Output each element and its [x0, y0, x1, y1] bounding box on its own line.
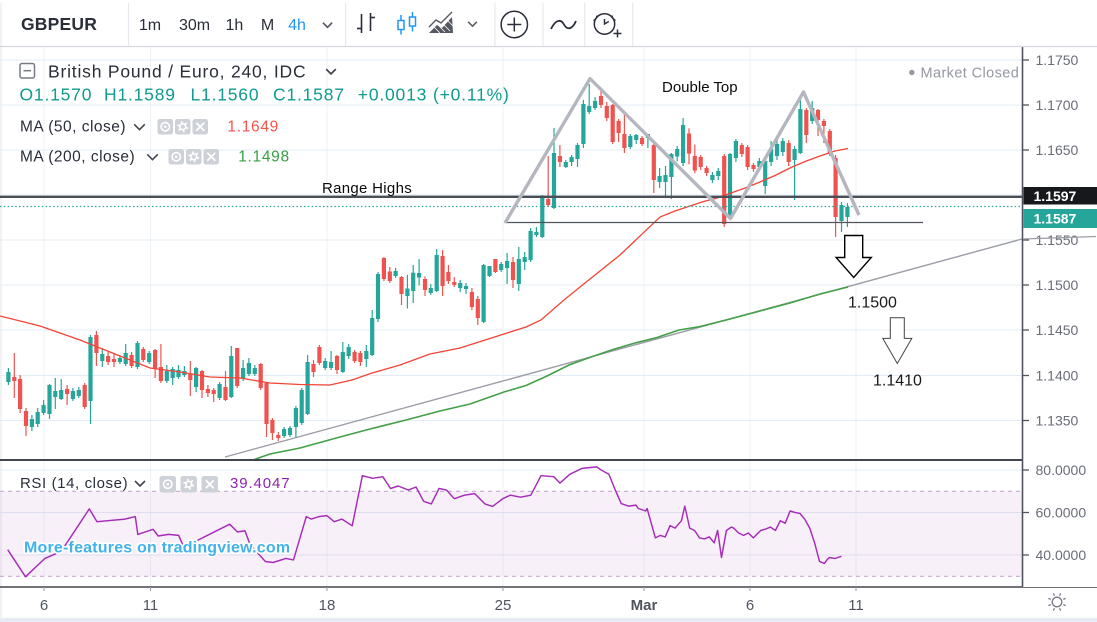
- svg-text:1.1400: 1.1400: [1036, 368, 1079, 384]
- svg-text:4h: 4h: [288, 17, 306, 34]
- svg-text:6: 6: [746, 597, 754, 614]
- svg-text:C1.1587: C1.1587: [273, 85, 345, 105]
- svg-text:1.1649: 1.1649: [227, 119, 279, 136]
- svg-text:1.1410: 1.1410: [873, 373, 922, 390]
- svg-text:39.4047: 39.4047: [230, 475, 291, 492]
- svg-text:British Pound / Euro, 240, IDC: British Pound / Euro, 240, IDC: [48, 62, 306, 82]
- svg-text:60.0000: 60.0000: [1036, 505, 1087, 521]
- svg-text:25: 25: [495, 597, 512, 614]
- svg-text:Range Highs: Range Highs: [322, 180, 412, 197]
- svg-text:1.1587: 1.1587: [1034, 211, 1077, 227]
- svg-text:1.1500: 1.1500: [848, 295, 897, 312]
- svg-text:MA (50, close): MA (50, close): [20, 119, 126, 136]
- svg-text:RSI (14, close): RSI (14, close): [20, 475, 128, 492]
- svg-text:More-features on tradingview.c: More-features on tradingview.com: [24, 540, 290, 557]
- svg-text:1.1350: 1.1350: [1036, 413, 1079, 429]
- svg-text:H1.1589: H1.1589: [104, 85, 176, 105]
- svg-text:1.1450: 1.1450: [1036, 322, 1079, 338]
- svg-text:GBPEUR: GBPEUR: [21, 14, 97, 34]
- svg-text:1.1650: 1.1650: [1036, 142, 1079, 158]
- svg-text:M: M: [261, 17, 274, 34]
- svg-text:1m: 1m: [139, 17, 161, 34]
- svg-text:18: 18: [319, 597, 336, 614]
- svg-text:MA (200, close): MA (200, close): [20, 149, 135, 166]
- svg-text:+0.0013: +0.0013: [358, 85, 427, 105]
- svg-text:Market Closed: Market Closed: [921, 66, 1020, 82]
- svg-text:1.1700: 1.1700: [1036, 97, 1079, 113]
- svg-text:1.1500: 1.1500: [1036, 277, 1079, 293]
- svg-text:11: 11: [848, 597, 864, 614]
- svg-text:6: 6: [40, 597, 48, 614]
- svg-text:1.1550: 1.1550: [1036, 232, 1079, 248]
- svg-text:O1.1570: O1.1570: [20, 85, 93, 105]
- svg-text:(+0.11%): (+0.11%): [433, 85, 510, 105]
- svg-text:L1.1560: L1.1560: [191, 85, 260, 105]
- svg-text:1.1750: 1.1750: [1036, 52, 1079, 68]
- svg-text:Double Top: Double Top: [662, 79, 738, 96]
- svg-text:Mar: Mar: [631, 597, 658, 614]
- svg-text:1.1597: 1.1597: [1034, 188, 1077, 204]
- svg-text:11: 11: [143, 597, 159, 614]
- svg-text:30m: 30m: [179, 17, 210, 34]
- svg-text:40.0000: 40.0000: [1036, 547, 1087, 563]
- svg-text:1.1498: 1.1498: [238, 149, 290, 166]
- svg-text:80.0000: 80.0000: [1036, 462, 1087, 478]
- svg-text:1h: 1h: [226, 17, 244, 34]
